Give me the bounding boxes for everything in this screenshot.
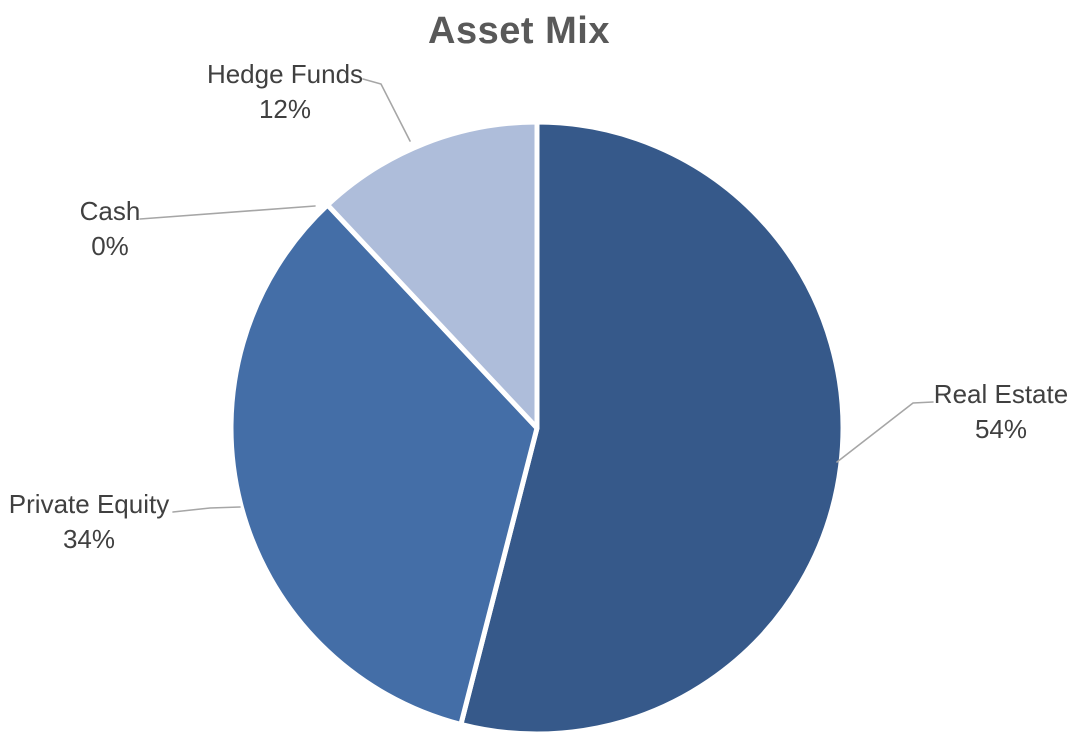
slice-label-name: Private Equity	[8, 489, 170, 519]
slice-label-name: Hedge Funds	[206, 59, 364, 89]
leader-line-private-equity	[172, 506, 241, 513]
slice-label-percent: 12%	[258, 94, 312, 124]
leader-line-hedge-funds	[362, 78, 411, 142]
chart-title: Asset Mix	[428, 10, 610, 52]
slice-label-percent: 54%	[974, 414, 1028, 444]
slice-label-percent: 0%	[91, 231, 129, 261]
slice-label-name: Cash	[79, 196, 141, 226]
leader-line-real-estate	[836, 401, 934, 463]
slice-label-percent: 34%	[62, 524, 116, 554]
pie-slice-hedge-funds[interactable]	[325, 119, 540, 431]
slice-label-cash: Cash 0%	[35, 194, 185, 264]
slice-label-real-estate: Real Estate 54%	[933, 377, 1069, 447]
slice-label-private-equity: Private Equity 34%	[0, 487, 178, 557]
pie-slices	[228, 119, 846, 737]
pie-slice-private-equity[interactable]	[228, 202, 540, 727]
slice-label-hedge-funds: Hedge Funds 12%	[185, 57, 385, 127]
slice-label-name: Real Estate	[933, 379, 1069, 409]
pie-slice-real-estate[interactable]	[458, 119, 846, 737]
leader-line-cash	[139, 205, 316, 220]
